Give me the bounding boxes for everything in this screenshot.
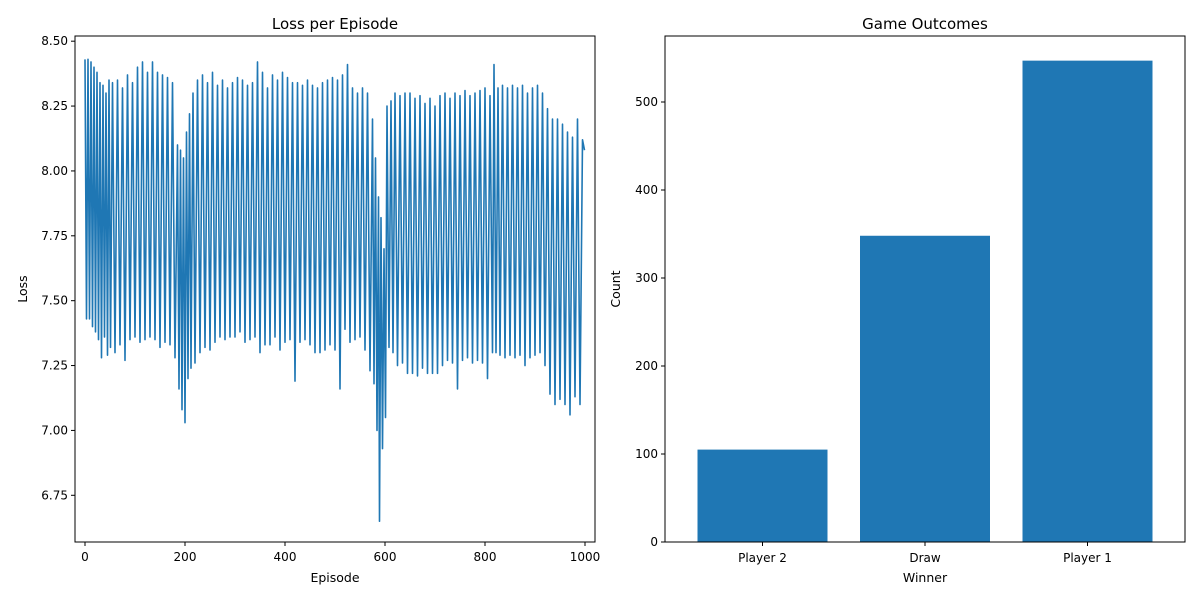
loss-chart-y-ticks: 6.75 7.00 7.25 7.50 7.75 8.00 8.25 8.50 [41, 34, 75, 502]
loss-chart-y-label: Loss [15, 275, 30, 302]
loss-y-tick-label: 7.00 [41, 423, 68, 437]
winner-x-tick-label: Player 1 [1063, 551, 1112, 565]
outcomes-chart-y-label: Count [608, 270, 623, 307]
outcomes-chart-y-ticks: 0 100 200 300 400 500 [635, 95, 665, 549]
bar-player-2 [697, 449, 828, 542]
loss-y-tick-label: 8.50 [41, 34, 68, 48]
loss-chart-x-label: Episode [310, 570, 359, 585]
loss-y-tick-label: 7.50 [41, 294, 68, 308]
loss-y-tick-label: 8.00 [41, 164, 68, 178]
loss-x-tick-label: 200 [174, 550, 197, 564]
count-y-tick-label: 400 [635, 183, 658, 197]
loss-x-tick-label: 800 [474, 550, 497, 564]
loss-y-tick-label: 7.25 [41, 359, 68, 373]
outcomes-chart-plot-area [697, 60, 1153, 542]
count-y-tick-label: 100 [635, 447, 658, 461]
bar-player-1 [1022, 60, 1153, 542]
loss-x-tick-label: 0 [81, 550, 89, 564]
loss-x-tick-label: 1000 [570, 550, 601, 564]
loss-chart-x-ticks: 0 200 400 600 800 1000 [81, 542, 600, 564]
loss-chart: Loss per Episode 6.75 7.00 7.25 7.50 7.75 8.0… [15, 15, 600, 585]
outcomes-chart-title: Game Outcomes [862, 15, 988, 33]
outcomes-chart-x-ticks: Player 2 Draw Player 1 [738, 542, 1112, 565]
loss-series-line [84, 58, 586, 523]
loss-chart-plot-area [84, 58, 586, 523]
outcomes-chart-axes-frame [664, 35, 1186, 543]
count-y-tick-label: 200 [635, 359, 658, 373]
loss-y-tick-label: 8.25 [41, 99, 68, 113]
winner-x-tick-label: Player 2 [738, 551, 787, 565]
bar-draw [860, 235, 990, 542]
count-y-tick-label: 500 [635, 95, 658, 109]
loss-y-tick-label: 7.75 [41, 229, 68, 243]
loss-x-tick-label: 600 [374, 550, 397, 564]
loss-chart-title: Loss per Episode [272, 15, 398, 33]
loss-x-tick-label: 400 [274, 550, 297, 564]
count-y-tick-label: 300 [635, 271, 658, 285]
loss-y-tick-label: 6.75 [41, 488, 68, 502]
count-y-tick-label: 0 [650, 535, 658, 549]
winner-x-tick-label: Draw [909, 551, 941, 565]
loss-chart-axes-frame [74, 35, 596, 543]
outcomes-chart-x-label: Winner [903, 570, 948, 585]
outcomes-chart: Game Outcomes 0 100 200 300 400 500 Player 2 D… [608, 15, 1186, 585]
